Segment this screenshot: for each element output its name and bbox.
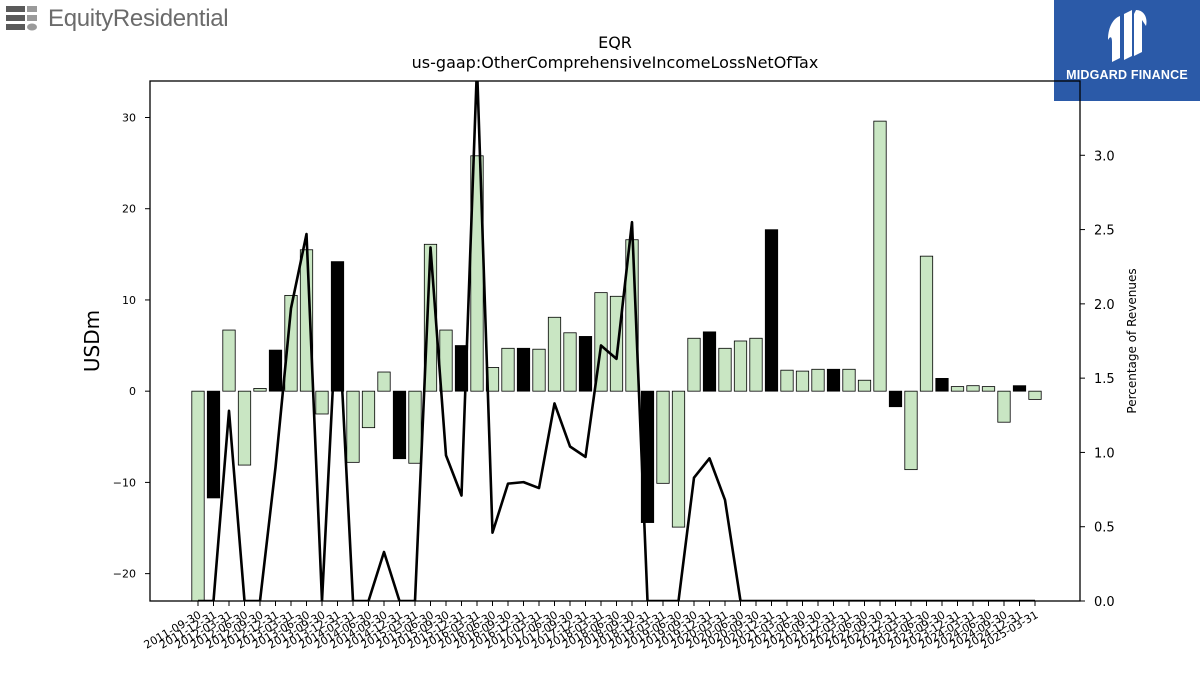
midgard-finance-logo-icon — [1108, 10, 1147, 62]
bar — [1028, 390, 1042, 400]
y2-axis-label: Percentage of Revenues — [1125, 268, 1139, 413]
bar — [377, 371, 391, 392]
bar — [795, 370, 810, 392]
bar — [826, 368, 841, 392]
y-tick-label: 10 — [122, 294, 136, 307]
bar — [547, 316, 562, 392]
y-tick-label: −10 — [113, 476, 136, 489]
y2-tick-label: 2.5 — [1094, 224, 1115, 239]
chart-title: EQR — [598, 33, 632, 52]
bar — [237, 390, 252, 466]
bar — [392, 390, 407, 460]
bar — [950, 386, 965, 392]
y-tick-label: 20 — [122, 203, 136, 216]
bar — [935, 377, 949, 392]
y-tick-label: 30 — [122, 111, 136, 124]
bar — [733, 340, 748, 392]
bar — [749, 337, 763, 392]
bar — [315, 390, 329, 415]
bar — [206, 390, 221, 499]
bar — [702, 331, 717, 392]
bar — [346, 390, 360, 463]
bar — [361, 390, 376, 429]
bar — [966, 385, 980, 392]
equity-residential-logo-icon — [6, 6, 37, 31]
bar — [904, 390, 918, 471]
bar — [764, 229, 779, 392]
bar — [780, 369, 794, 392]
y2-tick-label: 1.0 — [1094, 446, 1115, 461]
bar — [811, 368, 825, 392]
brand-name: EquityResidential — [48, 5, 229, 32]
bar — [671, 390, 686, 528]
bar — [656, 390, 670, 484]
bar — [888, 390, 903, 408]
bar — [687, 337, 701, 392]
bar — [578, 336, 593, 392]
axes-group: −20−1001020300.00.51.01.52.02.53.02011-0… — [113, 80, 1115, 652]
y2-tick-label: 0.5 — [1094, 521, 1115, 536]
bar — [516, 347, 531, 392]
bar — [1012, 385, 1027, 392]
midgard-finance-watermark: MIDGARD FINANCE — [1054, 0, 1200, 101]
watermark-text: MIDGARD FINANCE — [1066, 68, 1188, 82]
series-line — [198, 81, 1035, 601]
bar — [501, 347, 515, 392]
y-tick-label: 0 — [129, 385, 136, 398]
equity-residential-brand: EquityResidential — [6, 4, 229, 34]
bar — [873, 120, 887, 392]
bar — [408, 390, 422, 464]
bar — [981, 386, 996, 392]
bars-group — [191, 120, 1042, 601]
bar — [268, 349, 283, 392]
y-tick-label: −20 — [113, 568, 136, 581]
bar — [857, 379, 872, 392]
bar — [842, 368, 856, 392]
bar — [919, 255, 934, 392]
chart-subtitle: us-gaap:OtherComprehensiveIncomeLossNetO… — [412, 53, 819, 72]
bar — [563, 332, 577, 392]
plot-frame — [149, 80, 1081, 602]
bar — [253, 388, 267, 392]
bar — [997, 390, 1011, 423]
bar — [222, 329, 236, 392]
y2-tick-label: 2.0 — [1094, 298, 1115, 313]
line-group — [198, 81, 1035, 601]
y2-tick-label: 0.0 — [1094, 595, 1115, 610]
y-axis-label: USDm — [80, 310, 104, 372]
y2-tick-label: 1.5 — [1094, 372, 1115, 387]
bar — [284, 294, 298, 392]
bar — [718, 347, 732, 392]
y2-tick-label: 3.0 — [1094, 149, 1115, 164]
bar — [532, 348, 546, 392]
bar — [191, 390, 205, 601]
